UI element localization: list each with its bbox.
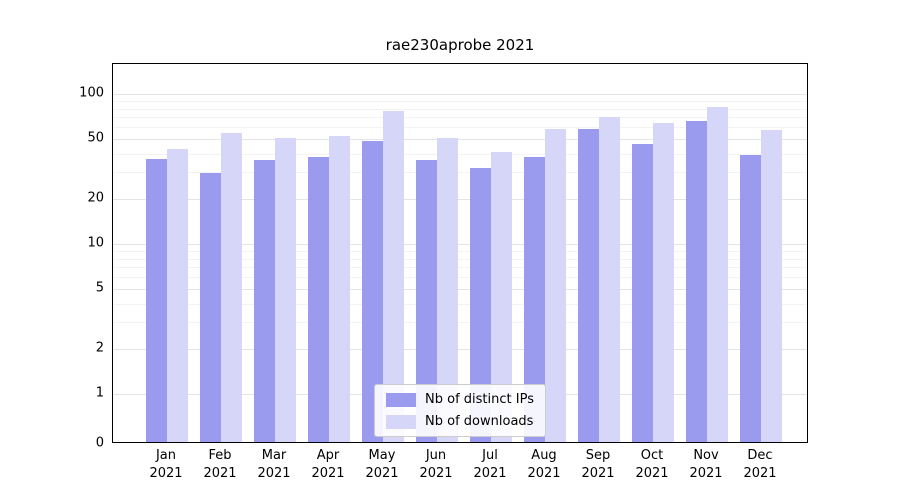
y-tick-label: 50	[87, 130, 104, 146]
x-tick-label: Jul 2021	[473, 448, 507, 481]
bar-downloads	[383, 110, 404, 442]
bar-downloads	[599, 117, 620, 442]
bar-downloads	[437, 138, 458, 442]
x-tick-label: Jan 2021	[149, 448, 183, 481]
x-axis-labels: Jan 2021 Feb 2021 Mar 2021 Apr 2021 May 2021 Jun 20…	[112, 447, 808, 487]
bar-distinct-ips	[362, 141, 383, 442]
bar-distinct-ips	[470, 168, 491, 442]
bar-distinct-ips	[524, 156, 545, 442]
y-axis-labels: 0 1 2 5 10 20 50 100	[0, 63, 104, 451]
gridline	[113, 303, 807, 305]
gridline	[113, 139, 807, 141]
bar-downloads	[221, 133, 242, 442]
y-tick-label: 10	[87, 235, 104, 251]
bar-downloads	[761, 129, 782, 442]
x-tick-label: Apr 2021	[311, 448, 345, 481]
x-tick-label: Feb 2021	[203, 448, 237, 481]
bar-distinct-ips	[416, 160, 437, 442]
bar-distinct-ips	[308, 156, 329, 442]
bar-distinct-ips	[146, 158, 167, 442]
x-tick-label: Sep 2021	[581, 448, 615, 481]
legend-label-downloads: Nb of downloads	[425, 414, 534, 429]
gridline	[113, 198, 807, 200]
gridline	[113, 267, 807, 269]
bar-downloads	[545, 128, 566, 442]
y-tick-label: 5	[95, 280, 104, 296]
x-tick-label: Dec 2021	[743, 448, 777, 481]
plot-area: Nb of distinct IPs Nb of downloads	[112, 63, 808, 443]
gridline	[113, 153, 807, 155]
y-tick-label: 20	[87, 190, 104, 206]
bar-distinct-ips	[254, 160, 275, 442]
gridline	[113, 258, 807, 260]
legend-label-distinct-ips: Nb of distinct IPs	[425, 392, 534, 407]
bar-downloads	[329, 135, 350, 442]
x-tick-label: Jun 2021	[419, 448, 453, 481]
y-tick-label: 1	[95, 385, 104, 401]
gridline	[113, 117, 807, 119]
bar-downloads	[491, 151, 512, 442]
gridline	[113, 322, 807, 324]
gridline	[113, 172, 807, 174]
bar-distinct-ips	[578, 128, 599, 442]
bar-downloads	[275, 138, 296, 442]
gridline	[113, 289, 807, 291]
legend: Nb of distinct IPs Nb of downloads	[374, 384, 546, 437]
bar-distinct-ips	[632, 144, 653, 442]
bar-downloads	[167, 148, 188, 442]
x-tick-label: May 2021	[365, 448, 399, 481]
gridline	[113, 94, 807, 95]
x-tick-label: Oct 2021	[635, 448, 669, 481]
gridline	[113, 127, 807, 129]
bar-downloads	[653, 123, 674, 442]
x-tick-label: Nov 2021	[689, 448, 723, 481]
x-tick-label: Mar 2021	[257, 448, 291, 481]
legend-swatch-downloads	[386, 414, 417, 429]
x-tick-label: Aug 2021	[527, 448, 561, 481]
legend-item-downloads: Nb of downloads	[386, 414, 534, 429]
bar-distinct-ips	[200, 172, 221, 442]
chart-title: rae230aprobe 2021	[385, 36, 535, 54]
gridline	[113, 244, 807, 245]
gridline	[113, 100, 807, 102]
legend-item-distinct-ips: Nb of distinct IPs	[386, 392, 534, 407]
bar-downloads	[707, 106, 728, 442]
gridline	[113, 348, 807, 350]
legend-swatch-distinct-ips	[386, 392, 417, 407]
bar-distinct-ips	[740, 155, 761, 442]
gridline	[113, 250, 807, 252]
y-tick-label: 100	[79, 85, 104, 101]
gridline	[113, 277, 807, 279]
y-tick-label: 0	[95, 435, 104, 451]
gridline	[113, 108, 807, 110]
bar-distinct-ips	[686, 121, 707, 442]
y-tick-label: 2	[95, 340, 104, 356]
